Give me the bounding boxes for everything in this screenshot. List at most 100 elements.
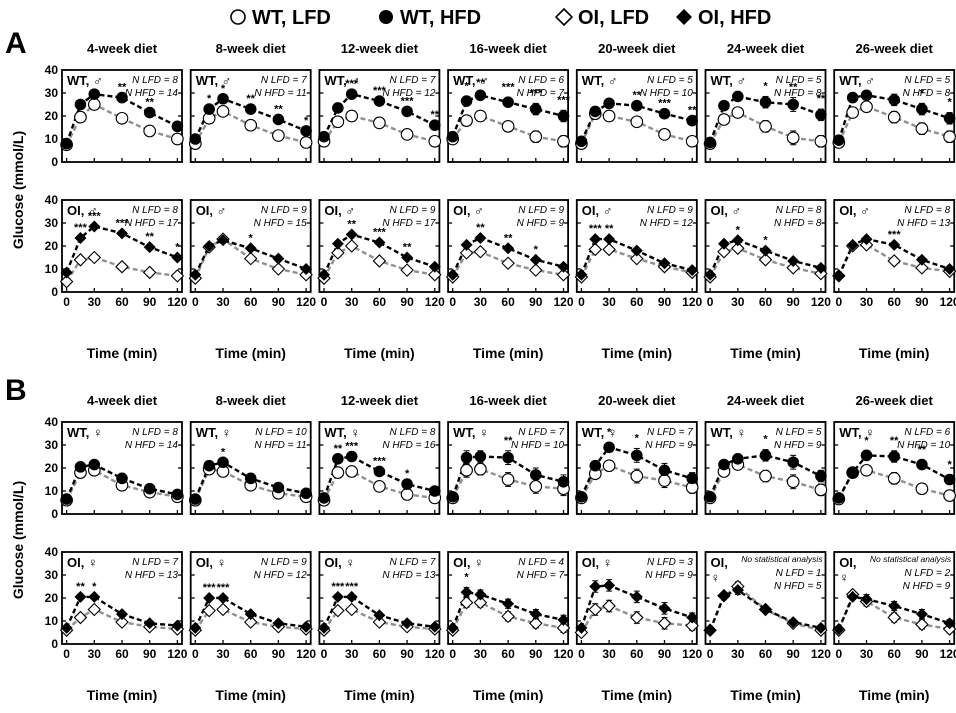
y-tick-label: 30 xyxy=(45,438,59,452)
x-axis-label: Time (min) xyxy=(602,345,673,361)
lfd-data-point xyxy=(87,250,102,265)
n-lfd-label: N LFD = 9 xyxy=(518,205,564,216)
hfd-data-point xyxy=(718,99,730,112)
lfd-data-point xyxy=(657,616,672,631)
legend: WT, LFD WT, HFD OI, LFD OI, HFD xyxy=(230,7,771,29)
hfd-data-point xyxy=(704,268,717,281)
hfd-data-point xyxy=(373,609,386,622)
y-tick-label: 10 xyxy=(45,484,59,498)
group-label: WT, ♂ xyxy=(582,73,618,88)
hfd-data-point xyxy=(787,456,799,469)
group-label: OI, ♂ xyxy=(711,203,742,218)
n-hfd-label: N HFD = 10 xyxy=(640,88,694,99)
significance-marker: *** xyxy=(203,582,217,594)
y-tick-label: 0 xyxy=(51,507,58,521)
x-tick-label: 30 xyxy=(474,295,488,309)
hfd-data-point xyxy=(731,583,744,596)
hfd-data-point xyxy=(428,620,441,633)
n-lfd-label: N LFD = 7 xyxy=(132,557,178,568)
x-tick-label: 0 xyxy=(192,295,199,309)
lfd-data-point xyxy=(887,472,901,485)
significance-marker: *** xyxy=(331,581,345,593)
hfd-data-point xyxy=(143,241,156,254)
lfd-data-point xyxy=(202,603,216,618)
hfd-data-point xyxy=(502,597,515,610)
x-tick-label: 60 xyxy=(888,295,902,309)
hfd-data-point xyxy=(832,623,845,636)
significance-marker: *** xyxy=(345,581,359,593)
x-tick-label: 120 xyxy=(811,295,831,309)
group-label: WT, ♀ xyxy=(582,425,618,440)
column-title: 4-week diet xyxy=(87,41,158,56)
n-hfd-label: N HFD = 9 xyxy=(645,570,693,581)
lfd-data-point xyxy=(244,118,258,132)
hfd-data-point xyxy=(171,120,184,133)
lfd-data-point xyxy=(74,110,87,124)
lfd-data-point xyxy=(142,265,157,280)
panel-b-r0-c1: WT, ♀ N LFD = 10 N HFD = 11 * xyxy=(188,421,313,515)
lfd-data-point xyxy=(786,261,800,275)
panel-b-r1-c4: 0 30 60 90 120 OI, ♀ N LFD = 3 N HFD = 9 xyxy=(574,551,703,661)
column-title: 12-week diet xyxy=(341,41,419,56)
hfd-data-point xyxy=(428,485,441,497)
hfd-data-point xyxy=(732,90,744,103)
hfd-data-point xyxy=(318,130,330,143)
lfd-data-point xyxy=(731,106,745,119)
significance-marker: ** xyxy=(246,93,255,105)
column-title: 8-week diet xyxy=(216,393,287,408)
x-tick-label: 60 xyxy=(759,647,773,661)
group-label: OI, ♀ xyxy=(196,555,227,570)
hfd-data-point xyxy=(332,453,344,465)
x-tick-label: 90 xyxy=(400,647,414,661)
hfd-data-point xyxy=(345,450,358,463)
x-axis-label: Time (min) xyxy=(87,687,158,703)
column-title: 24-week diet xyxy=(727,41,805,56)
hfd-data-point xyxy=(502,242,515,255)
significance-marker: * xyxy=(947,459,952,471)
lfd-series-line xyxy=(65,103,178,146)
hfd-data-point xyxy=(272,481,285,494)
n-hfd-label: N HFD = 8 xyxy=(903,88,951,99)
panel-a-r0-c6: WT, ♂ N LFD = 5 N HFD = 8* * xyxy=(832,69,956,163)
panel-b-r0-c2: WT, ♀ N LFD = 8N HFD = 16** ******* xyxy=(317,421,442,515)
hfd-data-point xyxy=(686,472,698,485)
lfd-data-point xyxy=(271,262,286,276)
lfd-data-point xyxy=(143,124,157,138)
hfd-data-point xyxy=(217,456,229,469)
lfd-data-point xyxy=(115,259,129,274)
group-label: WT, ♂ xyxy=(453,73,489,88)
hfd-data-point xyxy=(401,105,413,118)
n-lfd-label: N LFD = 7 xyxy=(390,75,436,86)
significance-marker: * xyxy=(249,232,254,244)
panel-b-r0-c4: WT, ♀ N LFD = 7 N HFD = 9 * * xyxy=(575,421,699,515)
significance-marker: * xyxy=(221,83,226,95)
lfd-data-point xyxy=(473,244,488,259)
x-tick-label: 30 xyxy=(345,295,359,309)
panel-b-r0-c3: WT, ♀ N LFD = 7 N HFD = 10** xyxy=(446,421,570,515)
hfd-data-point xyxy=(217,592,230,604)
hfd-data-point xyxy=(915,253,928,266)
hfd-data-point xyxy=(74,231,87,244)
n-hfd-label: N HFD = 12 xyxy=(254,570,308,581)
x-tick-label: 30 xyxy=(216,647,230,661)
x-tick-label: 60 xyxy=(373,647,387,661)
y-tick-label: 40 xyxy=(45,415,59,429)
hfd-data-point xyxy=(846,91,859,104)
hfd-data-point xyxy=(759,96,772,108)
x-tick-label: 30 xyxy=(602,295,616,309)
x-axis-label: Time (min) xyxy=(730,687,801,703)
x-tick-label: 120 xyxy=(811,647,831,661)
significance-marker: * xyxy=(92,581,97,593)
hfd-data-point xyxy=(717,589,730,602)
hfd-data-point xyxy=(428,119,441,131)
hfd-data-point xyxy=(718,458,730,471)
n-hfd-label: N HFD = 11 xyxy=(254,440,306,451)
significance-marker: *** xyxy=(502,82,516,94)
hfd-data-point xyxy=(60,493,73,505)
x-tick-label: 30 xyxy=(602,647,616,661)
n-lfd-label: N LFD = 8 xyxy=(776,205,822,216)
x-tick-label: 30 xyxy=(345,647,359,661)
x-tick-label: 30 xyxy=(860,647,874,661)
hfd-data-point xyxy=(460,95,473,107)
